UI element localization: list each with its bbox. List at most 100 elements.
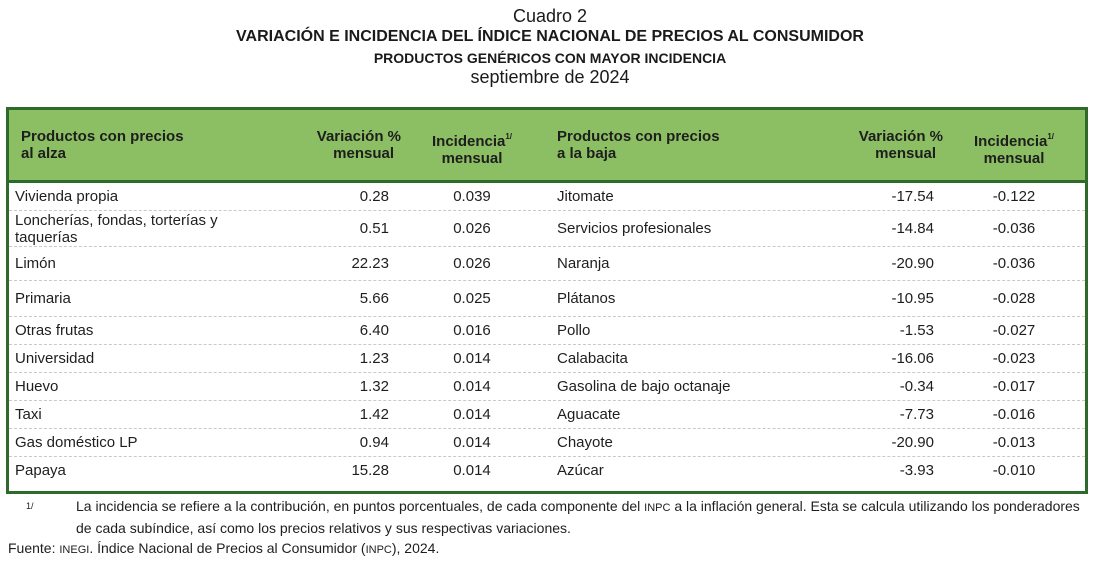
cell-up-variation: 22.23 [351,255,389,272]
header-text: Variación % [858,128,943,145]
cell-up-variation: 1.42 [359,406,389,423]
cell-up-incidence: 0.014 [453,462,491,479]
cell-up-product: Papaya [15,462,66,479]
table-row: Papaya 15.28 0.014 Azúcar -3.93 -0.010 [9,457,1085,485]
cell-down-incidence: -0.016 [992,406,1036,423]
incidence-table: Productos con precios al alza Variación … [6,107,1088,494]
cell-down-variation: -1.53 [899,322,934,339]
cell-up-product: Primaria [15,290,71,307]
cell-down-product: Aguacate [557,406,621,423]
header-text: Productos con precios [557,128,720,145]
table-body: Vivienda propia 0.28 0.039 Jitomate -17.54 -0… [9,183,1085,485]
cell-down-incidence: -0.013 [992,434,1036,451]
table-row: Universidad 1.23 0.014 Calabacita -16.06 -0.0… [9,345,1085,373]
table-row: Gas doméstico LP 0.94 0.014 Chayote -20.90 -0… [9,429,1085,457]
cell-down-variation: -20.90 [891,434,934,451]
header-down-product: Productos con precios a la baja [557,128,797,162]
cell-down-variation: -3.93 [899,462,934,479]
source-text: ), 2024. [391,540,440,556]
footnote-ref: 1/ [1047,132,1055,141]
cell-up-variation: 5.66 [359,290,389,307]
cell-down-variation: -17.54 [891,188,934,205]
cell-up-incidence: 0.014 [453,378,491,395]
cell-down-incidence: -0.010 [992,462,1036,479]
cell-down-variation: -20.90 [891,255,934,272]
cell-up-incidence: 0.016 [453,322,491,339]
source-note: Fuente: INEGI. Índice Nacional de Precio… [8,538,439,560]
cell-down-incidence: -0.023 [992,350,1036,367]
header-down-variation: Variación % mensual [821,128,943,162]
cell-down-product: Jitomate [557,188,614,205]
table-row: Otras frutas 6.40 0.016 Pollo -1.53 -0.027 [9,317,1085,345]
cell-up-incidence: 0.014 [453,406,491,423]
cell-up-incidence: 0.014 [453,350,491,367]
cell-up-product: Vivienda propia [15,188,119,205]
table-row: Vivienda propia 0.28 0.039 Jitomate -17.54 -0… [9,183,1085,211]
cell-down-product: Gasolina de bajo octanaje [557,378,731,395]
cell-up-incidence: 0.026 [453,255,491,272]
footnote-text-part: La incidencia se refiere a la contribuci… [76,498,645,514]
header-text: mensual [333,145,394,162]
footnote-ref: 1/ [505,132,513,141]
cell-down-incidence: -0.028 [992,290,1036,307]
header-text: Variación % [316,128,401,145]
cell-down-product: Plátanos [557,290,616,307]
header-text: mensual [875,145,936,162]
source-text: . Índice Nacional de Precios al Consumid… [89,540,366,556]
cell-up-variation: 1.32 [359,378,389,395]
header-up-incidence: Incidencia1/ mensual [417,128,527,167]
header-up-variation: Variación % mensual [279,128,401,162]
cell-down-variation: -10.95 [891,290,934,307]
header-text: al alza [21,145,67,162]
cell-down-incidence: -0.027 [992,322,1036,339]
cell-up-product: Loncherías, fondas, torterías y taquería… [15,212,218,246]
page-title: VARIACIÓN E INCIDENCIA DEL ÍNDICE NACION… [236,28,864,45]
cell-up-incidence: 0.014 [453,434,491,451]
footnote-text-part: a la inflación general. Esta se calcula … [76,498,1080,536]
table-row: Taxi 1.42 0.014 Aguacate -7.73 -0.016 [9,401,1085,429]
header-down-incidence: Incidencia1/ mensual [959,128,1069,167]
cell-down-incidence: -0.036 [992,220,1036,237]
source-label: Fuente: [8,540,56,556]
cell-down-incidence: -0.017 [992,378,1036,395]
header-text: Incidencia [431,133,506,150]
cell-up-product: Gas doméstico LP [15,434,138,451]
title-block: Cuadro 2 VARIACIÓN E INCIDENCIA DEL ÍNDI… [0,6,1100,87]
cell-up-variation: 1.23 [359,350,389,367]
cell-down-variation: -14.84 [891,220,934,237]
cell-up-incidence: 0.026 [453,220,491,237]
cell-down-product: Chayote [557,434,613,451]
footnote-text: La incidencia se refiere a la contribuci… [76,496,1086,538]
table-number: Cuadro 2 [512,6,588,26]
footnote-mark: 1/ [26,501,34,511]
source-abbr: INPC [365,544,392,556]
source-org: INEGI [59,544,90,556]
cell-down-product: Servicios profesionales [557,220,712,237]
cell-up-variation: 6.40 [359,322,389,339]
table-row: Loncherías, fondas, torterías y taquería… [9,211,1085,247]
header-text: mensual [441,150,503,167]
table-header: Productos con precios al alza Variación … [9,110,1085,183]
cell-down-product: Pollo [557,322,591,339]
period-label: septiembre de 2024 [470,67,630,87]
header-up-product: Productos con precios al alza [21,128,261,162]
cell-up-product: Otras frutas [15,322,94,339]
cell-up-incidence: 0.025 [453,290,491,307]
cell-up-variation: 0.51 [359,220,389,237]
cell-up-product: Universidad [15,350,95,367]
header-text: Productos con precios [21,128,184,145]
cell-down-incidence: -0.122 [992,188,1036,205]
table-row: Limón 22.23 0.026 Naranja -20.90 -0.036 [9,247,1085,281]
cell-up-variation: 15.28 [351,462,389,479]
cell-down-product: Calabacita [557,350,628,367]
cell-down-variation: -0.34 [899,378,934,395]
cell-up-product: Limón [15,255,56,272]
table-row: Primaria 5.66 0.025 Plátanos -10.95 -0.028 [9,281,1085,317]
cell-down-product: Naranja [557,255,610,272]
header-text: mensual [983,150,1045,167]
header-text: a la baja [557,145,617,162]
cell-up-variation: 0.94 [359,434,389,451]
cell-down-variation: -7.73 [899,406,934,423]
cell-up-incidence: 0.039 [453,188,491,205]
header-text: Incidencia [973,133,1048,150]
